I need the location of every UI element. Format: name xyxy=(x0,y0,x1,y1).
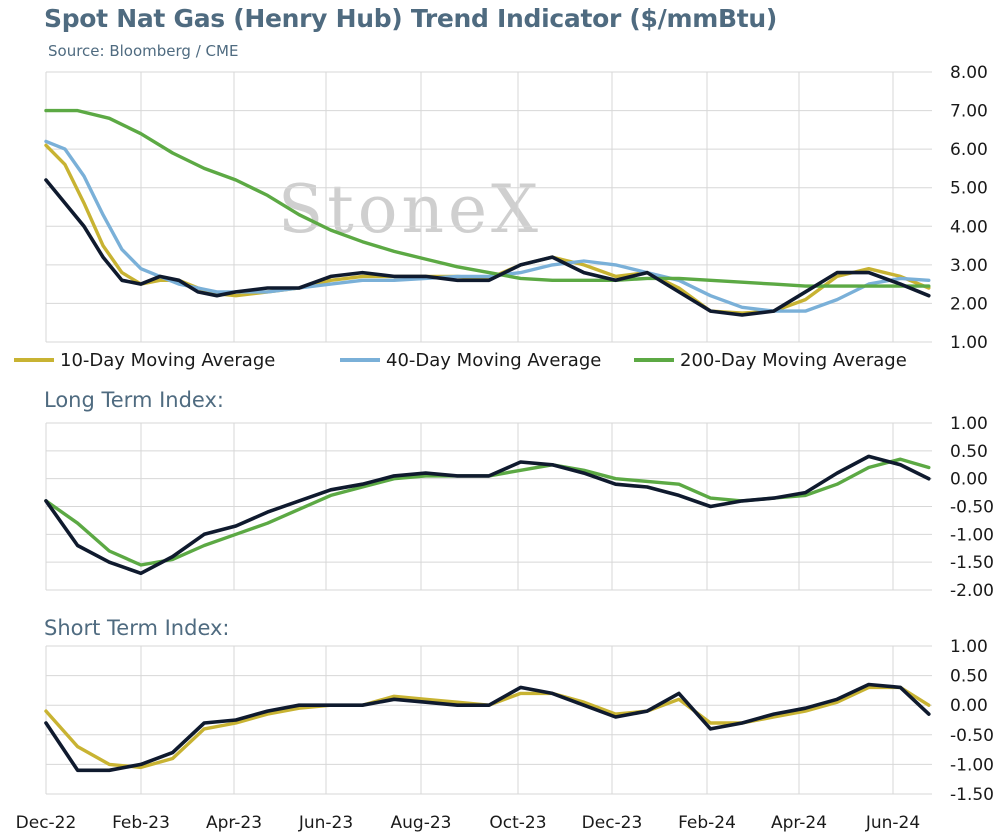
y-tick-label: 5.00 xyxy=(950,179,988,199)
series-line-ma10 xyxy=(44,685,931,770)
y-tick-label: 0.00 xyxy=(950,696,988,716)
x-tick-label: Jun-24 xyxy=(865,813,920,833)
legend-label-ma10: 10-Day Moving Average xyxy=(60,350,275,371)
chart-source: Source: Bloomberg / CME xyxy=(48,42,239,60)
series-line-spot xyxy=(44,454,931,576)
y-tick-label: 7.00 xyxy=(950,102,988,122)
y-tick-label: 2.00 xyxy=(950,294,988,314)
x-tick-label: Apr-24 xyxy=(771,813,827,833)
y-tick-label: -0.50 xyxy=(950,726,994,746)
y-tick-label: 0.00 xyxy=(950,470,988,490)
series-line-ma40 xyxy=(44,139,931,313)
short-term-title: Short Term Index: xyxy=(44,616,230,640)
stonex-watermark: StoneX xyxy=(278,171,542,248)
y-tick-label: 1.00 xyxy=(950,637,988,657)
x-tick-label: Feb-23 xyxy=(112,813,170,833)
x-tick-label: Oct-23 xyxy=(489,813,546,833)
x-tick-label: Dec-22 xyxy=(16,813,77,833)
long-term-title: Long Term Index: xyxy=(44,388,224,412)
y-tick-label: 1.00 xyxy=(950,414,988,434)
y-tick-label: 1.00 xyxy=(950,333,988,353)
y-tick-label: 8.00 xyxy=(950,63,988,83)
series-line-ma200 xyxy=(44,108,931,288)
x-tick-label: Dec-23 xyxy=(582,813,643,833)
y-tick-label: -0.50 xyxy=(950,498,994,518)
y-tick-label: 4.00 xyxy=(950,217,988,237)
legend-label-ma200: 200-Day Moving Average xyxy=(680,350,907,371)
chart-title: Spot Nat Gas (Henry Hub) Trend Indicator… xyxy=(44,4,778,33)
legend-label-ma40: 40-Day Moving Average xyxy=(386,350,601,371)
series-line-spot xyxy=(44,178,931,317)
y-tick-label: -1.00 xyxy=(950,525,994,545)
y-tick-label: -2.00 xyxy=(950,581,994,601)
x-tick-label: Feb-24 xyxy=(678,813,736,833)
x-tick-label: Apr-23 xyxy=(206,813,262,833)
x-tick-label: Aug-23 xyxy=(391,813,452,833)
series-line-spot xyxy=(44,682,931,773)
y-tick-label: 6.00 xyxy=(950,140,988,160)
y-tick-label: 3.00 xyxy=(950,256,988,276)
y-tick-label: -1.00 xyxy=(950,755,994,775)
y-tick-label: 0.50 xyxy=(950,442,988,462)
y-tick-label: 0.50 xyxy=(950,667,988,687)
x-tick-label: Jun-23 xyxy=(298,813,353,833)
y-tick-label: -1.50 xyxy=(950,785,994,805)
y-tick-label: -1.50 xyxy=(950,553,994,573)
